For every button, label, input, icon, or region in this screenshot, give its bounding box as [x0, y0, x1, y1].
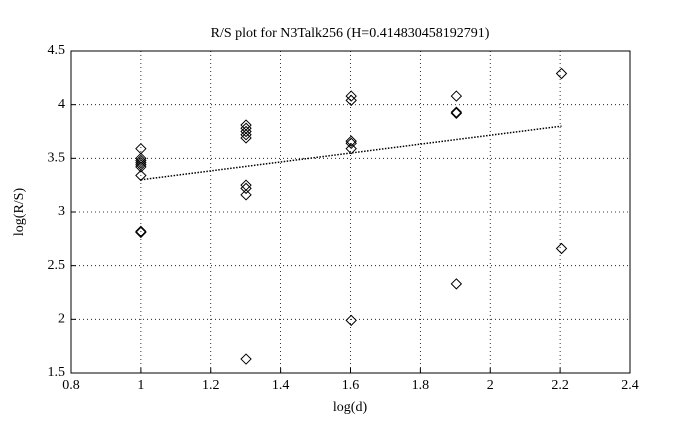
data-point — [240, 125, 252, 138]
x-tick-label: 2.4 — [621, 378, 639, 393]
data-point — [240, 129, 252, 141]
data-point — [555, 67, 568, 80]
y-tick-label: 4.5 — [48, 43, 66, 58]
data-point — [135, 156, 147, 169]
data-point — [450, 106, 463, 118]
x-tick-label: 2 — [487, 378, 494, 393]
data-point — [135, 226, 147, 239]
plot-frame — [70, 50, 631, 374]
x-tick-label: 1.6 — [342, 378, 360, 393]
data-point — [240, 132, 252, 144]
data-point — [135, 225, 147, 238]
y-tick-label: 1.5 — [48, 365, 66, 380]
x-axis-label: log(d) — [333, 400, 368, 415]
data-point — [135, 169, 147, 182]
data-point — [135, 152, 147, 165]
data-point — [345, 94, 357, 107]
x-tick-label: 1.8 — [412, 378, 430, 393]
data-point — [450, 278, 463, 290]
data-point — [240, 182, 252, 195]
data-point — [135, 154, 147, 167]
data-point — [345, 314, 357, 327]
y-axis-label: log(R/S) — [12, 188, 27, 237]
y-tick-label: 4 — [58, 97, 65, 112]
data-point — [240, 353, 252, 365]
y-tick-label: 3.5 — [48, 151, 66, 166]
y-tick-label: 2.5 — [48, 258, 66, 273]
data-point — [345, 135, 357, 147]
data-point — [450, 107, 463, 119]
data-point — [450, 90, 463, 102]
data-point — [345, 137, 357, 150]
data-point — [345, 142, 357, 155]
x-tick-label: 1.4 — [272, 378, 290, 393]
y-tick-label: 2 — [58, 312, 65, 327]
data-point — [345, 90, 357, 102]
x-tick-label: 0.8 — [62, 378, 80, 393]
x-tick-label: 1 — [137, 378, 144, 393]
chart-title: R/S plot for N3Talk256 (H=0.414830458192… — [211, 26, 490, 41]
x-tick-label: 2.2 — [551, 378, 569, 393]
data-point — [135, 159, 147, 171]
y-tick-label: 3 — [58, 204, 65, 219]
x-tick-label: 1.2 — [202, 378, 220, 393]
data-point — [240, 189, 252, 201]
data-point — [555, 242, 568, 255]
data-point — [135, 161, 147, 173]
